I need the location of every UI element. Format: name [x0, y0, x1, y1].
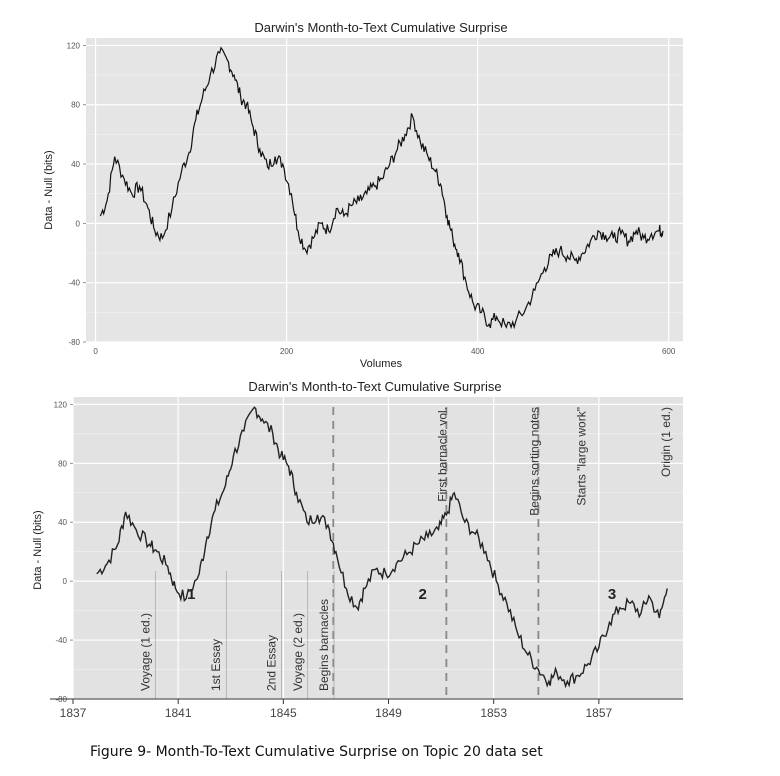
- y-tick-label: 120: [54, 400, 68, 409]
- event-annotation: Origin (1 ed.): [659, 407, 673, 477]
- phase-number: 2: [419, 586, 427, 603]
- top-chart: Darwin's Month-to-Text Cumulative Surpri…: [43, 20, 683, 370]
- annotation-label: Voyage (1 ed.): [138, 613, 152, 691]
- event-annotation: 1st Essay: [209, 571, 227, 699]
- annotation-label: 2nd Essay: [264, 635, 278, 691]
- annotation-label: Origin (1 ed.): [659, 407, 673, 477]
- y-tick-label: -40: [55, 636, 67, 645]
- annotation-label: Begins barnacles: [317, 599, 331, 691]
- event-annotation: 2nd Essay: [264, 571, 282, 699]
- bottom-chart: Darwin's Month-to-Text Cumulative Surpri…: [32, 379, 683, 720]
- phase-number: 3: [608, 586, 616, 603]
- event-dashed-lines: [332, 407, 540, 699]
- plot-panel: [73, 397, 683, 699]
- event-annotation: Voyage (2 ed.): [291, 571, 309, 699]
- y-tick-labels: -80 -40 0 40 80 120: [67, 41, 86, 347]
- annotation-label: First barnacle vol.: [435, 407, 449, 502]
- x-tick-label: 0: [93, 347, 98, 356]
- y-axis-label: Data - Null (bits): [32, 510, 44, 589]
- annotation-label: Voyage (2 ed.): [291, 613, 305, 691]
- plot-panel: [86, 38, 683, 342]
- annotation-label: Starts "large work": [575, 407, 589, 506]
- event-annotation: First barnacle vol.: [435, 407, 449, 502]
- y-tick-label: -40: [68, 279, 80, 288]
- series-line: [96, 406, 668, 689]
- phase-numbers: 1 2 3: [187, 586, 616, 603]
- y-tick-label: 0: [63, 577, 68, 586]
- x-tick-labels: 1837 1841 1845 1849 1853 1857: [60, 699, 613, 720]
- x-tick-label: 600: [662, 347, 676, 356]
- gridlines: [86, 38, 683, 343]
- x-tick-label: 1849: [375, 706, 402, 720]
- x-axis-label: Volumes: [360, 358, 403, 370]
- y-tick-label: 0: [76, 219, 81, 228]
- x-tick-labels: 0 200 400 600: [93, 347, 676, 356]
- y-tick-label: 80: [71, 101, 80, 110]
- y-axis-label: Data - Null (bits): [43, 150, 55, 229]
- x-tick-label: 1853: [480, 706, 507, 720]
- x-tick-label: 400: [471, 347, 485, 356]
- event-annotation: Voyage (1 ed.): [138, 571, 156, 699]
- phase-number: 1: [187, 586, 195, 603]
- event-annotation: Begins sorting notes: [527, 407, 541, 516]
- x-tick-label: 1837: [60, 706, 87, 720]
- x-tick-label: 200: [280, 347, 294, 356]
- x-tick-label: 1845: [270, 706, 297, 720]
- annotation-label: Begins sorting notes: [527, 407, 541, 516]
- y-tick-label: 120: [67, 41, 81, 50]
- event-annotations: Voyage (1 ed.) 1st Essay 2nd Essay Voyage (…: [138, 407, 673, 699]
- chart-title: Darwin's Month-to-Text Cumulative Surpri…: [254, 20, 507, 35]
- x-tick-label: 1841: [165, 706, 192, 720]
- x-tick-label: 1857: [586, 706, 613, 720]
- chart-title: Darwin's Month-to-Text Cumulative Surpri…: [248, 379, 501, 394]
- figure-caption: Figure 9- Month-To-Text Cumulative Surpr…: [90, 744, 543, 760]
- y-tick-label: -80: [68, 338, 80, 347]
- y-tick-label: 40: [71, 160, 80, 169]
- event-annotation: Begins barnacles: [317, 571, 335, 699]
- series-line: [99, 46, 664, 330]
- event-annotation: Starts "large work": [575, 407, 589, 506]
- y-tick-label: 80: [58, 459, 67, 468]
- annotation-label: 1st Essay: [209, 639, 223, 691]
- y-tick-label: 40: [58, 518, 67, 527]
